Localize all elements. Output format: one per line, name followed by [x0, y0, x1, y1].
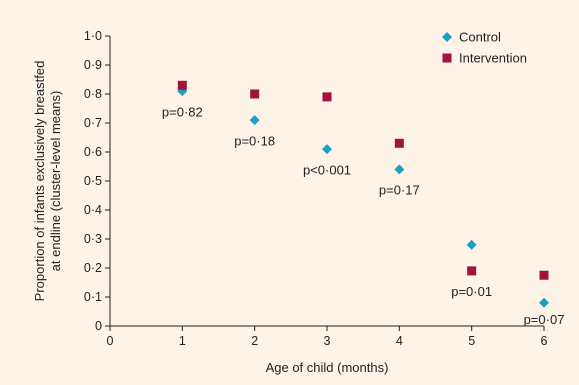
y-tick-label: 0·5 [84, 174, 102, 188]
data-points [177, 80, 549, 308]
legend-label: Intervention [459, 51, 527, 66]
y-axis-ticks: 0 0·1 0·2 0·3 0·4 0·5 0·6 0·7 0·8 0·9 1·0 [84, 29, 110, 333]
control-point [249, 115, 260, 126]
control-point [322, 144, 332, 155]
x-axis-title: Age of child (months) [266, 360, 389, 375]
legend-label: Control [459, 30, 501, 45]
control-point [394, 164, 405, 175]
p-value-label: p=0·07 [524, 312, 565, 327]
y-tick-label: 0·2 [84, 261, 102, 275]
x-tick-label: 4 [396, 334, 403, 348]
p-value-label: p=0·17 [379, 183, 420, 198]
x-tick-label: 2 [251, 334, 258, 348]
control-point [466, 239, 477, 250]
intervention-point [394, 138, 404, 148]
p-value-label: p=0·01 [451, 284, 492, 299]
y-tick-label: 0·7 [84, 116, 102, 130]
intervention-point [539, 270, 549, 280]
p-value-label: p<0·001 [303, 162, 351, 177]
legend-marker-intervention [442, 53, 452, 63]
y-tick-label: 0·9 [84, 58, 102, 72]
y-tick-label: 0·8 [84, 87, 102, 101]
x-axis-ticks: 0 1 2 3 4 5 6 [107, 326, 548, 348]
y-axis-title-line: at endline (cluster-level means) [48, 91, 63, 272]
y-axis-title: Proportion of infants exclusively breast… [32, 61, 63, 302]
y-tick-label: 1·0 [84, 29, 102, 43]
control-point [539, 297, 549, 308]
x-tick-label: 6 [541, 334, 548, 348]
intervention-point [250, 89, 260, 99]
y-axis-title-line: Proportion of infants exclusively breast… [32, 61, 47, 302]
x-tick-label: 3 [324, 334, 331, 348]
y-tick-label: 0·3 [84, 232, 102, 246]
y-tick-label: 0·6 [84, 145, 102, 159]
x-tick-label: 5 [468, 334, 475, 348]
x-tick-label: 0 [107, 334, 114, 348]
x-tick-label: 1 [179, 334, 186, 348]
p-value-label: p=0·82 [162, 104, 203, 119]
p-value-label: p=0·18 [234, 133, 275, 148]
y-tick-label: 0·1 [84, 290, 102, 304]
y-tick-label: 0·4 [84, 203, 102, 217]
y-tick-label: 0 [95, 319, 102, 333]
intervention-point [177, 80, 187, 90]
intervention-point [467, 266, 477, 276]
legend-marker-control [442, 32, 452, 42]
intervention-point [322, 92, 332, 102]
legend: Control Intervention [442, 30, 527, 66]
p-value-annotations: p=0·82 p=0·18 p<0·001 p=0·17 p=0·01 p=0·07 [162, 104, 565, 326]
